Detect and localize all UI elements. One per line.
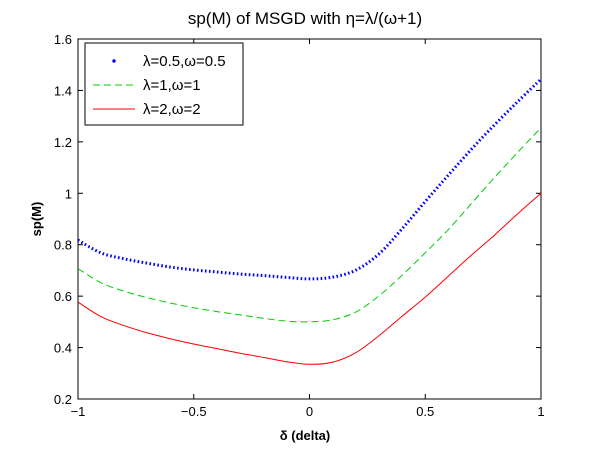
x-tick-label: −0.5 bbox=[181, 404, 207, 419]
y-tick-label: 0.8 bbox=[54, 238, 72, 253]
x-tick-label: 0.5 bbox=[416, 404, 434, 419]
x-tick-label: 1 bbox=[537, 404, 544, 419]
legend-label-2: λ=1,ω=1 bbox=[143, 77, 201, 94]
y-tick-label: 1.6 bbox=[54, 32, 72, 47]
legend-label-1: λ=0.5,ω=0.5 bbox=[143, 53, 226, 70]
legend-box bbox=[84, 42, 244, 126]
x-tick-label: 0 bbox=[306, 404, 313, 419]
chart-title: sp(M) of MSGD with η=λ/(ω+1) bbox=[188, 9, 422, 28]
y-axis-label: sp(M) bbox=[29, 202, 44, 237]
x-axis-label: δ (delta) bbox=[280, 428, 331, 443]
y-tick-label: 0.6 bbox=[54, 289, 72, 304]
legend: λ=0.5,ω=0.5 λ=1,ω=1 λ=2,ω=2 bbox=[84, 42, 244, 126]
legend-marker-1 bbox=[112, 59, 116, 63]
legend-label-3: λ=2,ω=2 bbox=[143, 101, 201, 118]
series-line-1 bbox=[78, 78, 541, 281]
y-tick-label: 1.4 bbox=[54, 83, 72, 98]
y-tick-label: 0.2 bbox=[54, 392, 72, 407]
series-line-2 bbox=[78, 127, 541, 323]
y-tick-label: 1.2 bbox=[54, 135, 72, 150]
y-tick-label: 0.4 bbox=[54, 341, 72, 356]
series-line-3 bbox=[78, 192, 541, 365]
y-tick-label: 1 bbox=[65, 186, 72, 201]
plot-area: −1 −0.5 0 0.5 1 0.2 0.4 0.6 0.8 1 1.2 1.4 1.6 λ=0.5,ω… bbox=[54, 32, 545, 419]
x-tick-label: −1 bbox=[71, 404, 86, 419]
